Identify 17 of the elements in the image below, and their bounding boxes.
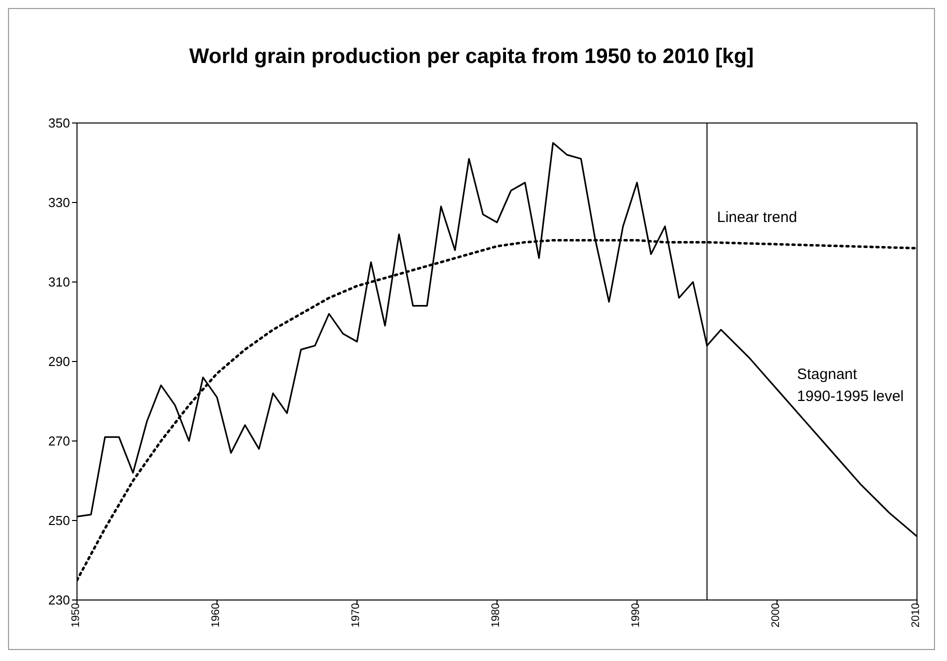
y-tick-label: 310 xyxy=(48,274,70,290)
y-tick-label: 270 xyxy=(48,434,70,449)
x-tick-label: 1970 xyxy=(350,603,362,628)
x-tick-label: 2000 xyxy=(770,603,782,628)
x-tick-label: 1980 xyxy=(490,603,502,628)
x-tick-label: 2010 xyxy=(910,603,922,628)
x-tick-label: 1990 xyxy=(630,603,642,628)
x-tick-label: 1950 xyxy=(70,603,82,628)
series-label: Stagnant 1990-1995 level xyxy=(797,366,904,406)
chart-title: World grain production per capita from 1950 to 2010 [kg] xyxy=(188,45,755,69)
y-tick-label: 250 xyxy=(48,513,70,528)
y-tick-label: 350 xyxy=(48,116,70,131)
y-tick-label: 290 xyxy=(48,354,70,370)
series-label: Linear trend xyxy=(717,209,798,226)
y-tick-label: 330 xyxy=(48,195,70,210)
x-tick-label: 1960 xyxy=(210,603,222,628)
y-tick-label: 230 xyxy=(48,592,70,608)
